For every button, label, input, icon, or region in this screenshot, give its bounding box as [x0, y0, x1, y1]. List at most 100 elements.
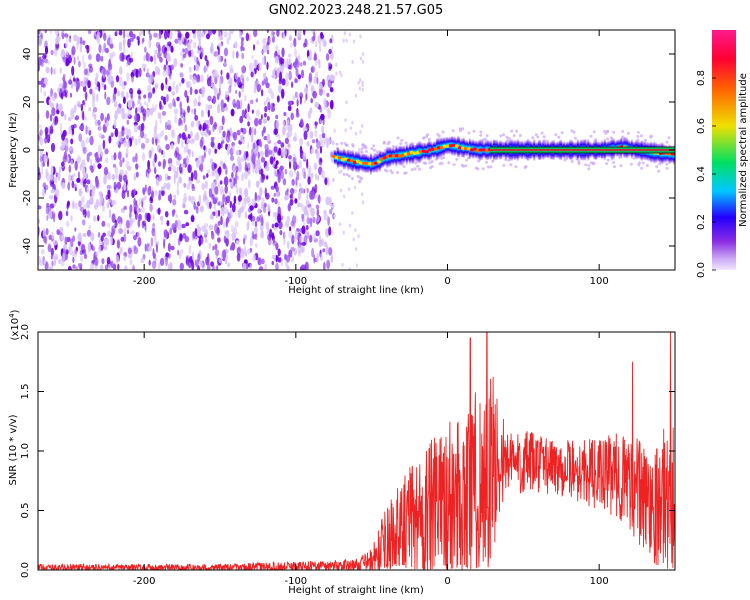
spectrogram-noise-mark	[226, 145, 230, 156]
spectrogram-noise-mark	[146, 102, 149, 109]
spectrogram-noise-mark	[219, 160, 224, 167]
spectrogram-noise-mark	[216, 92, 220, 101]
spectrogram-noise-mark	[297, 244, 302, 255]
spectrogram-noise-mark	[229, 64, 234, 74]
spectrogram-noise-mark	[325, 53, 330, 61]
spectrogram-noise-mark	[82, 99, 85, 106]
spectrogram-noise-mark	[261, 258, 265, 265]
spectrogram-noise-mark	[48, 99, 51, 105]
spectrogram-noise-mark	[168, 102, 173, 109]
spectrogram-noise-mark	[240, 248, 245, 259]
spectrogram-noise-mark	[315, 230, 320, 237]
spectrogram-noise-mark	[275, 45, 279, 51]
spectrogram-ridge-halo	[370, 147, 374, 151]
spectrogram-noise-mark	[154, 49, 158, 55]
spectrogram-noise-mark	[316, 252, 319, 263]
spectrogram-noise-mark	[122, 37, 126, 47]
spectrogram-noise-mark	[94, 205, 97, 210]
spectrogram-noise-mark	[138, 134, 141, 145]
spectrogram-noise-mark	[97, 214, 100, 222]
spectrogram-noise-mark	[119, 66, 123, 76]
spectrogram-noise-mark	[49, 102, 55, 109]
spectrogram-noise-mark	[242, 263, 247, 270]
spectrogram-noise-mark	[70, 159, 74, 166]
spectrogram-noise-mark	[147, 92, 153, 99]
spectrogram-ridge-core	[460, 146, 465, 150]
spectrogram-noise-mark	[274, 222, 279, 228]
spectrogram-noise-mark	[130, 246, 135, 255]
spectrogram-noise-mark	[195, 205, 199, 210]
spectrogram-noise-mark	[228, 191, 231, 198]
spectrogram-noise-mark	[262, 126, 266, 134]
spectrogram-noise-mark	[92, 163, 96, 170]
spectrogram-noise-mark	[164, 173, 169, 182]
spectrogram-noise-mark	[137, 125, 142, 130]
spectrogram-noise-mark	[97, 163, 102, 170]
spectrogram-noise-mark	[285, 123, 289, 131]
spectrogram-noise-mark	[104, 91, 107, 100]
spectrogram-noise-mark	[214, 51, 219, 57]
spectrogram-noise-mark	[188, 148, 191, 158]
spectrogram-noise-mark	[165, 66, 170, 76]
spectrogram-ridge-core	[469, 148, 474, 152]
spectrogram-noise-mark	[299, 187, 305, 195]
spectrogram-noise-mark	[133, 246, 139, 255]
spectrogram-noise-mark	[323, 104, 328, 110]
spectrogram-noise-mark	[274, 164, 278, 170]
spectrogram-noise-mark	[74, 160, 78, 171]
spectrogram-noise-mark	[186, 158, 189, 165]
spectrogram-noise-mark	[52, 239, 58, 246]
spectrogram-noise-mark	[129, 210, 132, 220]
spectrogram-noise-mark	[185, 222, 189, 227]
spectrogram-noise-mark	[246, 222, 249, 231]
spectrogram-ridge-halo	[534, 133, 538, 137]
spectrogram-noise-mark	[283, 178, 287, 186]
spectrogram-noise-mark	[79, 43, 83, 53]
spectrogram-noise-mark	[163, 238, 166, 249]
spectrogram-noise-mark	[259, 187, 263, 197]
spectrogram-noise-mark	[72, 256, 75, 264]
spectrogram-noise-mark	[87, 80, 91, 89]
spectrogram-noise-mark	[40, 85, 43, 94]
spectrogram-noise-mark	[148, 185, 152, 191]
spectrogram-noise-mark	[269, 156, 274, 165]
spectrogram-noise-mark	[74, 183, 77, 190]
spectrogram-ridge-halo	[451, 129, 455, 133]
spectrogram-noise-mark	[114, 110, 118, 120]
spectrogram-noise-mark	[61, 139, 66, 148]
spectrogram-noise-mark	[207, 255, 210, 265]
spectrogram-noise-mark	[59, 67, 62, 74]
spectrogram-ridge-halo	[345, 143, 349, 147]
spectrogram-noise-mark	[115, 172, 118, 180]
spectrogram-noise-mark	[235, 150, 240, 156]
spectrogram-noise-mark	[71, 45, 76, 56]
spectrogram-noise-mark	[273, 141, 278, 147]
spectrogram-ridge-halo	[606, 130, 609, 134]
spectrogram-ridge-halo	[440, 161, 444, 165]
spectrogram-ridge-halo	[502, 163, 506, 167]
spectrogram-noise-mark	[104, 116, 107, 124]
spectrogram-noise-mark	[83, 68, 88, 76]
spectrogram-noise-mark	[195, 119, 200, 128]
spectrogram-noise-mark	[59, 166, 61, 174]
spectrogram-noise-mark	[316, 208, 319, 218]
spectrogram-noise-mark	[50, 49, 54, 56]
spectrogram-ridge-halo	[587, 167, 591, 171]
spectrogram-noise-mark	[328, 66, 332, 71]
spectrogram-noise-mark	[267, 236, 272, 246]
spectrogram-noise-mark	[328, 48, 332, 55]
spectrogram-ridge-halo	[363, 144, 367, 148]
spectrogram-noise-mark	[251, 54, 254, 60]
spectrogram-ridge-core	[448, 144, 453, 148]
spectrogram-noise-mark	[164, 47, 168, 52]
spectrogram-noise-mark	[142, 117, 145, 122]
spectrogram-noise-mark	[204, 196, 209, 206]
spectrogram-noise-mark	[270, 30, 274, 37]
spectrogram-noise-mark	[206, 59, 209, 67]
spectrogram-noise-mark	[133, 124, 138, 133]
spectrogram-noise-mark	[56, 109, 60, 115]
spectrogram-noise-mark	[339, 188, 343, 193]
spectrogram-noise-mark	[142, 37, 145, 43]
spectrogram-noise-mark	[42, 227, 46, 238]
spectrogram-noise-mark	[156, 52, 162, 59]
